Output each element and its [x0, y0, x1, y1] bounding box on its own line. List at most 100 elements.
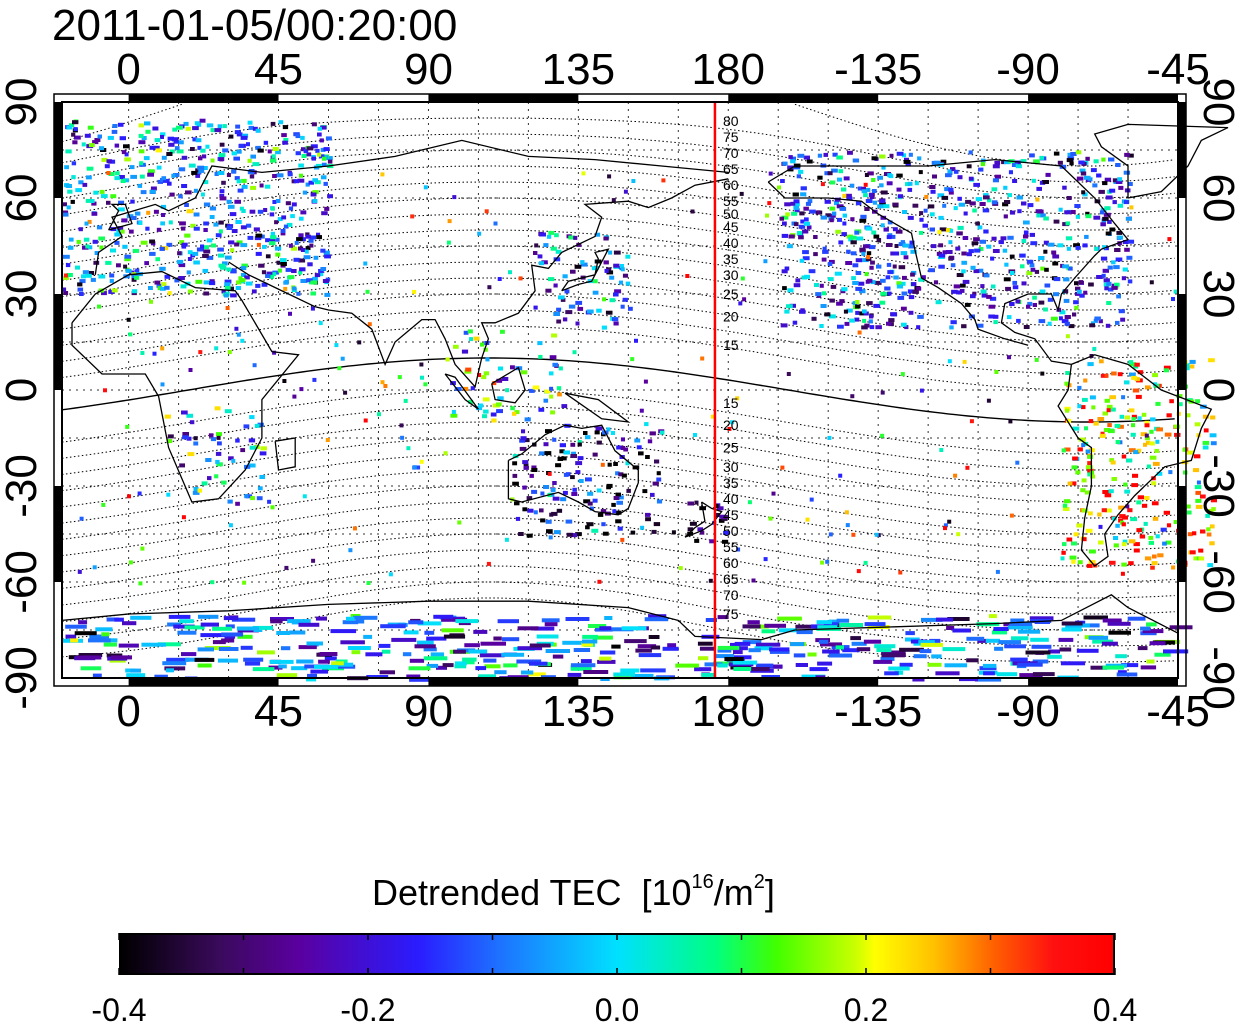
- tec-point: [223, 616, 238, 621]
- tec-point: [894, 670, 904, 675]
- tec-point: [1075, 286, 1081, 291]
- tec-point: [956, 532, 961, 537]
- tec-point: [1111, 516, 1117, 521]
- tec-point: [160, 204, 167, 209]
- tec-point: [244, 275, 250, 280]
- tec-point: [138, 581, 143, 586]
- tec-point: [964, 302, 971, 307]
- tec-point: [312, 199, 318, 203]
- tec-point: [1127, 616, 1146, 621]
- tec-point: [787, 165, 794, 170]
- tec-point: [850, 217, 855, 222]
- tec-point: [1081, 537, 1087, 542]
- tec-point: [933, 280, 939, 285]
- contour-label: 65: [723, 571, 739, 587]
- tec-point: [1081, 478, 1087, 483]
- tec-point: [1051, 250, 1057, 255]
- tec-point: [620, 267, 625, 272]
- tec-point: [908, 295, 915, 300]
- contour-label: 80: [723, 113, 739, 129]
- tec-point: [244, 661, 261, 666]
- tec-point: [1077, 447, 1083, 452]
- tec-point: [473, 336, 480, 341]
- tec-point: [899, 662, 913, 667]
- tec-point: [913, 654, 927, 659]
- tec-point: [164, 285, 170, 290]
- tec-point: [501, 652, 525, 657]
- tec-point: [283, 280, 289, 285]
- tec-point: [252, 667, 275, 672]
- tec-point: [272, 200, 277, 204]
- tec-point: [859, 311, 864, 316]
- tec-point: [930, 244, 937, 249]
- tec-point: [992, 178, 999, 183]
- tec-point: [792, 320, 798, 325]
- tec-point: [330, 629, 357, 634]
- tec-point: [260, 446, 267, 451]
- tec-point: [312, 276, 318, 281]
- tec-point: [854, 230, 860, 235]
- tec-point: [1031, 644, 1052, 649]
- tec-point: [990, 256, 995, 261]
- tec-point: [288, 311, 292, 316]
- tec-point: [1083, 615, 1108, 620]
- tec-point: [103, 642, 117, 647]
- tec-point: [442, 663, 454, 668]
- tec-point: [1116, 672, 1138, 677]
- tec-point: [146, 210, 151, 215]
- tec-point: [654, 459, 660, 464]
- tec-point: [1068, 266, 1073, 271]
- tec-point: [934, 160, 941, 165]
- tec-point: [828, 532, 833, 537]
- tec-point: [324, 656, 337, 661]
- tec-point: [872, 200, 878, 205]
- tec-point: [357, 340, 362, 345]
- tec-point: [174, 146, 180, 151]
- tec-point: [1015, 164, 1022, 169]
- tec-point: [1132, 473, 1139, 478]
- tec-point: [272, 174, 277, 178]
- tec-point: [912, 203, 919, 208]
- tec-point: [477, 373, 482, 377]
- tec-point: [1149, 280, 1154, 285]
- tec-point: [1088, 635, 1109, 640]
- tec-point: [864, 173, 869, 177]
- tec-point: [738, 301, 743, 306]
- tec-point: [453, 344, 459, 349]
- tec-point: [203, 291, 210, 296]
- tec-point: [868, 319, 873, 324]
- tec-point: [861, 189, 868, 194]
- tec-point: [72, 140, 78, 145]
- tec-point: [928, 268, 935, 273]
- tec-point: [576, 242, 582, 247]
- tec-point: [975, 221, 980, 226]
- tec-point: [298, 233, 304, 238]
- tec-point: [92, 565, 97, 570]
- tec-point: [839, 623, 863, 627]
- tec-point: [334, 343, 339, 348]
- tec-point: [636, 445, 642, 450]
- tec-point: [65, 624, 87, 629]
- tec-point: [881, 165, 886, 170]
- x-tick-label-bottom: -90: [996, 687, 1060, 736]
- tec-point: [902, 243, 910, 248]
- tec-point: [796, 174, 801, 179]
- tec-point: [1145, 440, 1151, 445]
- tec-point: [1098, 319, 1103, 324]
- tec-point: [591, 266, 599, 271]
- tec-point: [656, 499, 663, 504]
- tec-point: [408, 620, 424, 625]
- tec-point: [1124, 415, 1130, 420]
- tec-point: [546, 234, 552, 239]
- tec-point: [1111, 285, 1118, 290]
- page-title: 2011-01-05/00:20:00: [52, 1, 458, 50]
- tec-point: [319, 138, 324, 143]
- tec-point: [305, 234, 311, 239]
- tec-point: [965, 465, 970, 470]
- tec-point: [947, 359, 952, 364]
- tec-point: [717, 615, 729, 620]
- y-tick-label-left: 60: [0, 174, 46, 223]
- tec-point: [502, 637, 520, 642]
- tec-point: [187, 452, 195, 457]
- tec-point: [815, 292, 822, 297]
